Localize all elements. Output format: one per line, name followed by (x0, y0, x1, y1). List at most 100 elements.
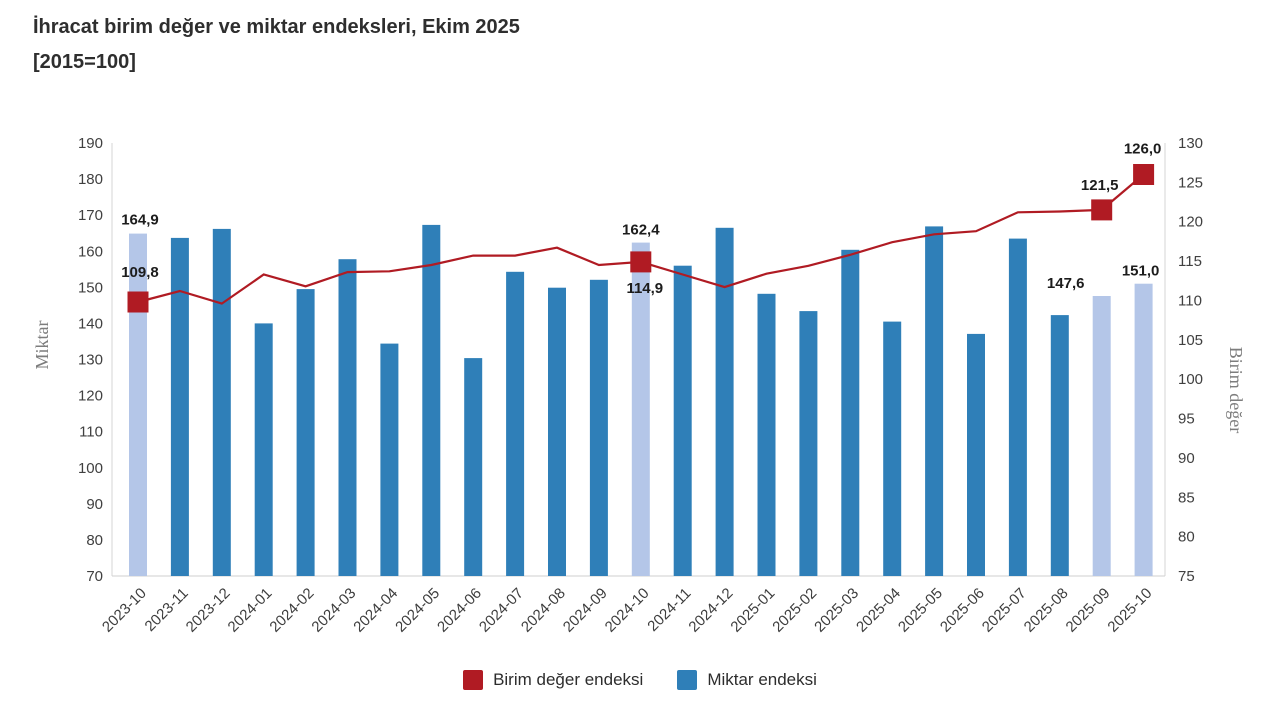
x-axis-label-2024-04: 2024-04 (350, 585, 401, 636)
x-axis-label-2025-02: 2025-02 (769, 585, 820, 636)
bar-2025-10[interactable] (1134, 283, 1153, 576)
legend-item-miktar[interactable]: Miktar endeksi (677, 670, 817, 690)
left-axis-tick-70: 70 (86, 568, 103, 585)
bar-2025-02[interactable] (799, 311, 818, 576)
right-axis-tick-120: 120 (1178, 214, 1203, 231)
right-axis-tick-110: 110 (1178, 292, 1202, 309)
x-axis-label-2025-03: 2025-03 (811, 585, 862, 636)
bar-2024-09[interactable] (589, 279, 608, 576)
left-axis-tick-180: 180 (78, 171, 103, 188)
title-block: İhracat birim değer ve miktar endeksleri… (33, 10, 520, 80)
bar-2024-04[interactable] (380, 343, 399, 576)
x-axis-label-2025-06: 2025-06 (937, 585, 988, 636)
right-axis-tick-130: 130 (1178, 135, 1203, 152)
right-axis-tick-105: 105 (1178, 332, 1203, 349)
bar-2024-01[interactable] (254, 323, 273, 576)
bar-2024-07[interactable] (506, 271, 525, 576)
right-axis-tick-125: 125 (1178, 174, 1203, 191)
bar-2024-10[interactable] (631, 242, 650, 576)
bar-2025-04[interactable] (883, 321, 902, 576)
point-label-2024-10-miktar: 162,4 (622, 222, 660, 239)
bar-2025-01[interactable] (757, 293, 776, 576)
page-subtitle: [2015=100] (33, 51, 136, 73)
x-axis-label-2024-02: 2024-02 (266, 585, 317, 636)
line-marker-2023-10[interactable] (127, 291, 149, 313)
legend-swatch-miktar-icon (677, 670, 698, 690)
bar-2025-05[interactable] (925, 226, 944, 576)
x-axis-label-2023-11: 2023-11 (142, 585, 192, 635)
point-label-2025-10-miktar: 151,0 (1122, 263, 1160, 280)
left-axis-tick-140: 140 (78, 315, 103, 332)
x-axis-label-2024-12: 2024-12 (685, 585, 736, 636)
bar-2025-09[interactable] (1092, 296, 1111, 576)
legend-swatch-birim-deger-icon (463, 670, 484, 690)
left-axis-tick-110: 110 (79, 424, 103, 441)
point-label-2025-09-miktar: 147,6 (1047, 275, 1085, 292)
x-axis-label-2025-08: 2025-08 (1021, 585, 1072, 636)
right-axis-tick-75: 75 (1178, 568, 1195, 585)
x-axis-label-2024-10: 2024-10 (602, 585, 653, 636)
line-marker-2024-10[interactable] (630, 251, 652, 273)
right-axis-tick-90: 90 (1178, 450, 1195, 467)
left-axis-tick-190: 190 (78, 135, 103, 152)
legend-label-miktar: Miktar endeksi (707, 670, 817, 689)
left-axis-tick-80: 80 (86, 532, 103, 549)
x-axis-label-2023-10: 2023-10 (99, 585, 150, 636)
x-axis-label-2024-03: 2024-03 (308, 585, 359, 636)
x-axis-label-2024-11: 2024-11 (644, 585, 694, 635)
left-axis-tick-170: 170 (78, 207, 103, 224)
point-label-2023-10-birim-deger: 109,8 (121, 264, 159, 281)
bar-2024-02[interactable] (296, 289, 315, 576)
left-axis-tick-130: 130 (78, 352, 103, 369)
right-axis-tick-100: 100 (1178, 371, 1203, 388)
left-axis-tick-160: 160 (78, 243, 103, 260)
x-axis-label-2024-08: 2024-08 (518, 585, 569, 636)
left-axis-tick-100: 100 (78, 460, 103, 477)
bar-2023-11[interactable] (170, 237, 189, 576)
line-marker-2025-09[interactable] (1091, 199, 1113, 221)
bar-2024-03[interactable] (338, 259, 357, 576)
x-axis-label-2024-07: 2024-07 (476, 585, 527, 636)
x-axis-label-2024-09: 2024-09 (560, 585, 611, 636)
point-label-2023-10-miktar: 164,9 (121, 212, 159, 229)
bar-2023-10[interactable] (129, 233, 147, 576)
point-label-2025-10-birim-deger: 126,0 (1124, 141, 1162, 158)
left-axis-tick-90: 90 (86, 496, 103, 513)
x-axis-label-2023-12: 2023-12 (183, 585, 234, 636)
bar-2023-12[interactable] (212, 228, 231, 576)
x-axis-label-2024-06: 2024-06 (434, 585, 485, 636)
chart-legend: Birim değer endeksi Miktar endeksi (0, 670, 1280, 690)
line-marker-2025-10[interactable] (1133, 164, 1155, 185)
bar-2024-05[interactable] (422, 224, 441, 576)
left-axis-tick-150: 150 (78, 279, 103, 296)
bar-2024-12[interactable] (715, 227, 734, 577)
right-axis-tick-85: 85 (1178, 489, 1195, 506)
bar-2025-03[interactable] (841, 249, 860, 577)
right-axis-tick-115: 115 (1178, 253, 1202, 270)
x-axis-label-2025-10: 2025-10 (1104, 585, 1155, 636)
x-axis-label-2024-01: 2024-01 (225, 585, 276, 636)
point-label-2024-10-birim-deger: 114,9 (626, 280, 663, 297)
bar-2024-06[interactable] (464, 358, 483, 576)
chart-canvas: 70 80 90 100 110 120 130 140 150 160 170 180 190 75 80… (32, 135, 1246, 636)
bar-2025-08[interactable] (1050, 315, 1069, 576)
legend-item-birim-deger[interactable]: Birim değer endeksi (463, 670, 643, 690)
bar-2025-06[interactable] (967, 333, 985, 576)
right-axis-title: Birim değer (1226, 347, 1246, 433)
x-axis-label-2025-05: 2025-05 (895, 585, 946, 636)
left-axis-title: Miktar (32, 321, 52, 370)
x-axis-label-2025-09: 2025-09 (1063, 585, 1114, 636)
bar-2024-08[interactable] (548, 287, 566, 576)
page-title: İhracat birim değer ve miktar endeksleri… (33, 16, 520, 38)
point-label-2025-09-birim-deger: 121,5 (1081, 177, 1119, 194)
x-axis-label-2025-04: 2025-04 (853, 585, 904, 636)
right-axis-tick-95: 95 (1178, 411, 1195, 428)
x-axis-label-2024-05: 2024-05 (392, 585, 443, 636)
legend-label-birim-deger: Birim değer endeksi (493, 670, 644, 689)
x-axis-label-2025-07: 2025-07 (979, 585, 1030, 636)
bar-2025-07[interactable] (1008, 238, 1027, 576)
right-axis-tick-80: 80 (1178, 529, 1195, 546)
x-axis-label-2025-01: 2025-01 (727, 585, 778, 636)
bar-2024-11[interactable] (673, 265, 692, 576)
